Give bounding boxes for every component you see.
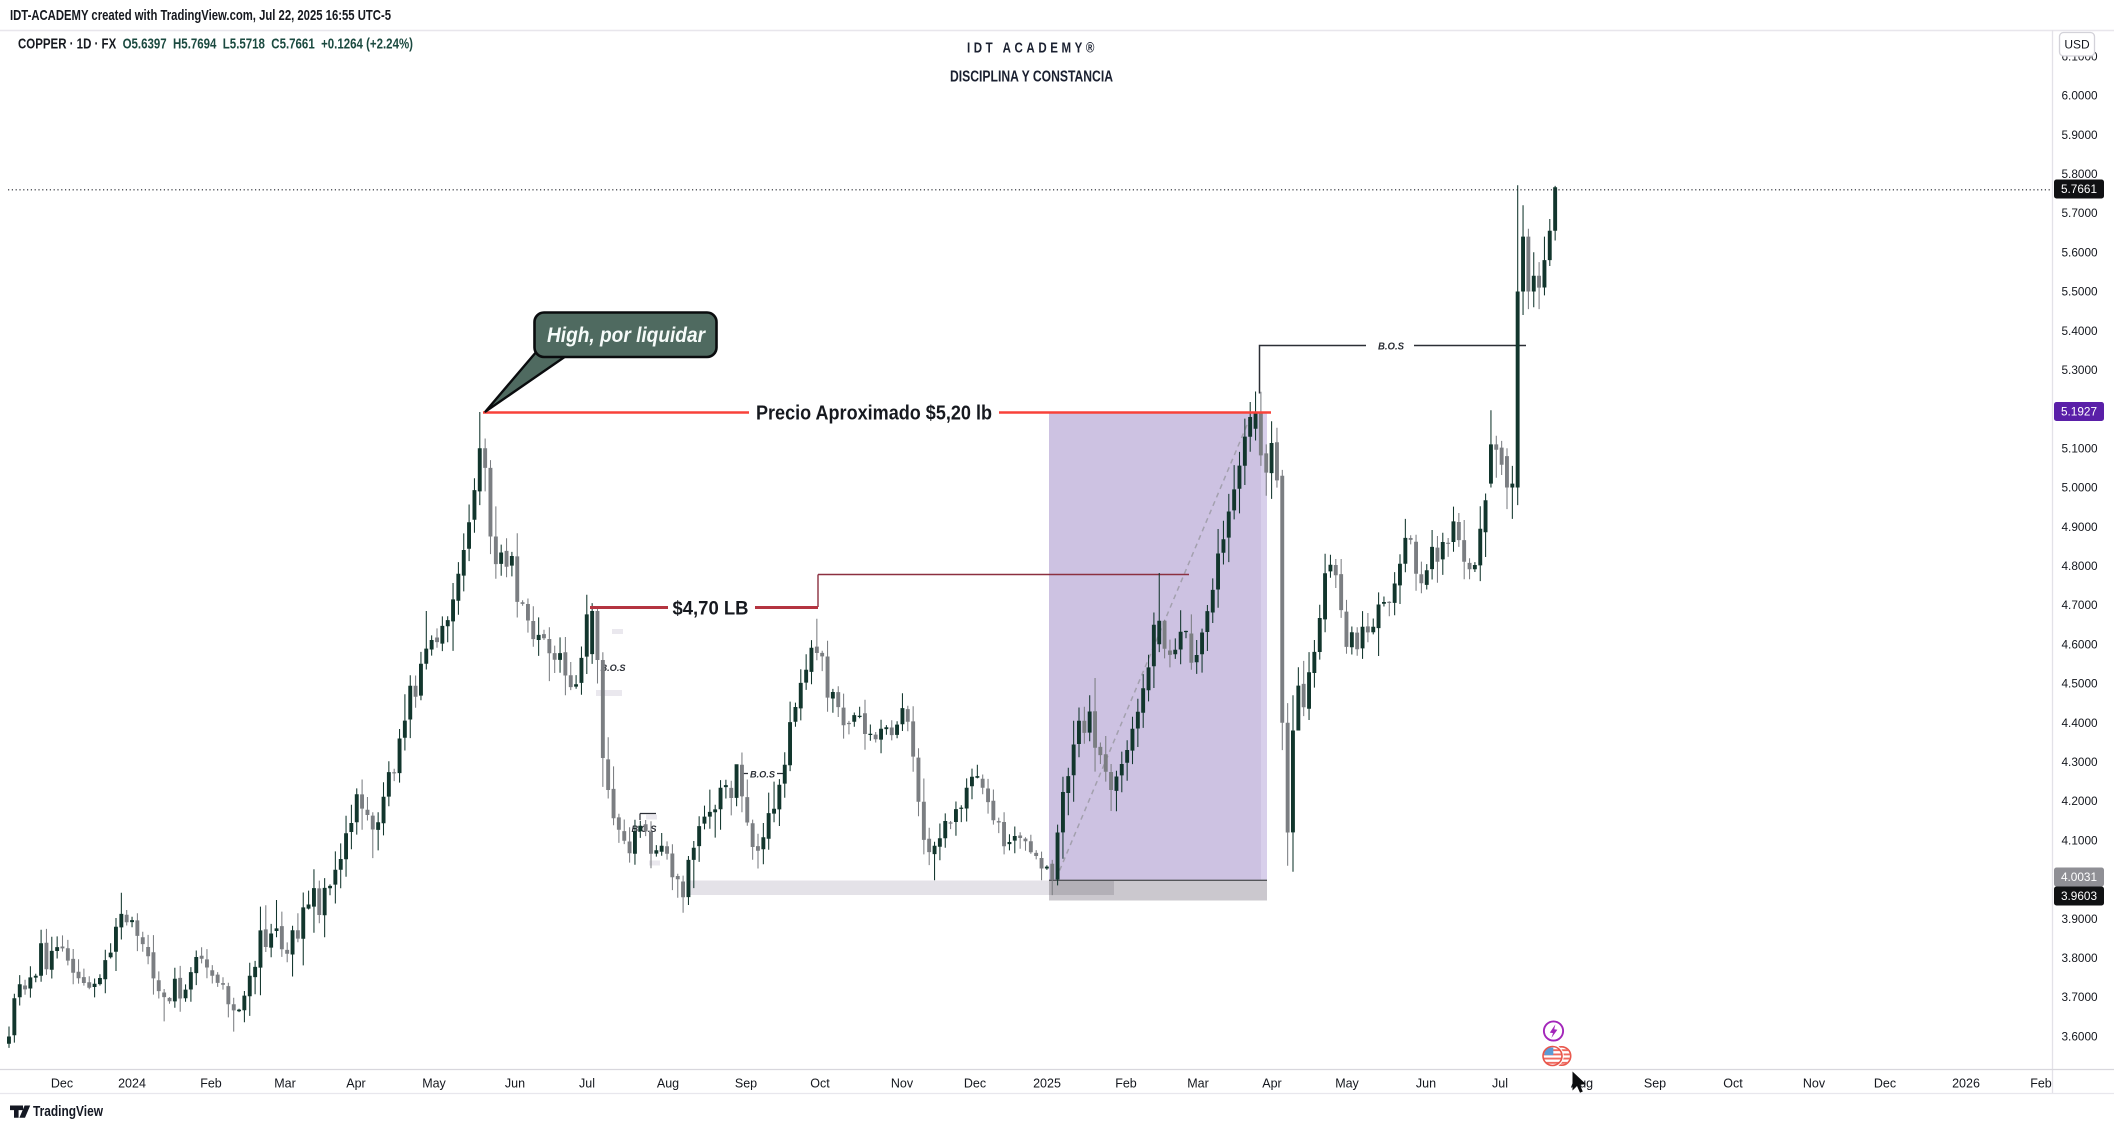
svg-text:Nov: Nov (891, 1077, 914, 1091)
svg-text:4.8000: 4.8000 (2062, 559, 2099, 573)
svg-text:Nov: Nov (1803, 1077, 1826, 1091)
svg-text:Jun: Jun (1416, 1077, 1436, 1091)
svg-text:Precio Aproximado $5,20 lb: Precio Aproximado $5,20 lb (756, 402, 992, 425)
svg-text:2026: 2026 (1952, 1077, 1980, 1091)
svg-text:5.5000: 5.5000 (2062, 285, 2099, 299)
svg-text:4.7000: 4.7000 (2062, 598, 2099, 612)
svg-text:Dec: Dec (51, 1077, 73, 1091)
svg-text:Jul: Jul (579, 1077, 595, 1091)
svg-text:5.7661: 5.7661 (2061, 182, 2097, 196)
svg-text:Mar: Mar (274, 1077, 296, 1091)
svg-text:5.0000: 5.0000 (2062, 481, 2099, 495)
svg-text:Mar: Mar (1187, 1077, 1209, 1091)
svg-text:High, por liquidar: High, por liquidar (547, 324, 707, 347)
svg-text:3.9603: 3.9603 (2061, 889, 2098, 903)
svg-text:2025: 2025 (1033, 1077, 1061, 1091)
svg-text:5.4000: 5.4000 (2062, 324, 2099, 338)
svg-text:5.7000: 5.7000 (2062, 206, 2099, 220)
svg-text:IDT-ACADEMY created with Tradi: IDT-ACADEMY created with TradingView.com… (10, 7, 391, 24)
svg-text:Aug: Aug (657, 1077, 679, 1091)
svg-text:4.0031: 4.0031 (2061, 870, 2097, 884)
svg-text:Feb: Feb (2030, 1077, 2052, 1091)
svg-text:USD: USD (2064, 38, 2090, 52)
svg-text:Feb: Feb (1115, 1077, 1137, 1091)
svg-text:4.3000: 4.3000 (2062, 755, 2099, 769)
svg-text:$4,70 LB: $4,70 LB (673, 598, 749, 620)
svg-text:Oct: Oct (1723, 1077, 1743, 1091)
svg-text:DISCIPLINA Y CONSTANCIA: DISCIPLINA Y CONSTANCIA (950, 69, 1113, 86)
svg-text:4.4000: 4.4000 (2062, 716, 2099, 730)
svg-text:3.9000: 3.9000 (2062, 912, 2099, 926)
svg-text:5.9000: 5.9000 (2062, 128, 2099, 142)
svg-text:May: May (1335, 1077, 1359, 1091)
svg-text:Dec: Dec (1874, 1077, 1896, 1091)
svg-text:4.2000: 4.2000 (2062, 794, 2099, 808)
svg-text:4.1000: 4.1000 (2062, 833, 2099, 847)
svg-text:Jun: Jun (505, 1077, 525, 1091)
svg-text:Oct: Oct (810, 1077, 830, 1091)
svg-text:4.6000: 4.6000 (2062, 637, 2099, 651)
svg-text:Jul: Jul (1492, 1077, 1508, 1091)
svg-text:4.9000: 4.9000 (2062, 520, 2099, 534)
svg-text:6.0000: 6.0000 (2062, 89, 2099, 103)
svg-text:Apr: Apr (346, 1077, 365, 1091)
svg-text:5.8000: 5.8000 (2062, 167, 2099, 181)
svg-text:B.O.S: B.O.S (601, 663, 627, 674)
svg-text:5.3000: 5.3000 (2062, 363, 2099, 377)
svg-text:Dec: Dec (964, 1077, 986, 1091)
svg-text:IDT ACADEMY®: IDT ACADEMY® (967, 41, 1098, 57)
svg-text:2024: 2024 (118, 1077, 146, 1091)
svg-text:May: May (422, 1077, 446, 1091)
svg-text:B.O.S: B.O.S (750, 770, 776, 781)
svg-text:TradingView: TradingView (33, 1104, 104, 1120)
svg-text:3.7000: 3.7000 (2062, 990, 2099, 1004)
svg-text:B.O.S: B.O.S (1378, 341, 1404, 353)
svg-text:Sep: Sep (1644, 1077, 1666, 1091)
svg-text:5.1000: 5.1000 (2062, 441, 2099, 455)
svg-text:Sep: Sep (735, 1077, 757, 1091)
svg-text:COPPER · 1D · FX O5.6397 H5.: COPPER · 1D · FX O5.6397 H5.7694 L5.5718… (18, 36, 413, 53)
svg-text:3.6000: 3.6000 (2062, 1029, 2099, 1043)
svg-text:3.8000: 3.8000 (2062, 951, 2099, 965)
svg-text:5.1927: 5.1927 (2061, 405, 2097, 419)
svg-text:Apr: Apr (1262, 1077, 1281, 1091)
svg-text:Feb: Feb (200, 1077, 222, 1091)
svg-text:5.6000: 5.6000 (2062, 245, 2099, 259)
svg-text:4.5000: 4.5000 (2062, 677, 2099, 691)
